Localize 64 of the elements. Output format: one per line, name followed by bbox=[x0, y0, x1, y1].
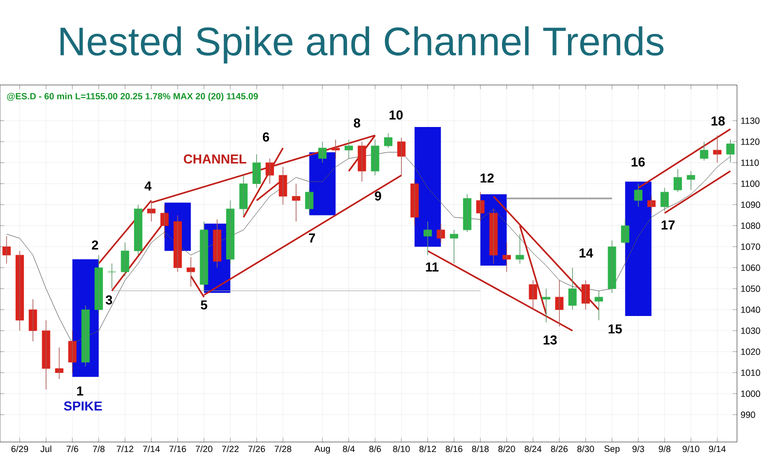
x-tick-label: 8/4 bbox=[342, 446, 355, 452]
x-tick-label: 7/6 bbox=[66, 446, 78, 452]
x-tick-label: 7/8 bbox=[92, 446, 105, 452]
x-tick-label: 8/20 bbox=[498, 446, 516, 452]
y-tick-label: 1110 bbox=[741, 160, 759, 166]
y-tick-label: 1090 bbox=[741, 202, 760, 208]
annotation: 4 bbox=[144, 182, 152, 190]
y-tick-label: 1100 bbox=[741, 180, 760, 187]
x-tick-label: 7/14 bbox=[143, 446, 160, 452]
y-tick-label: 1000 bbox=[741, 390, 760, 397]
x-tick-label: Jul bbox=[40, 446, 52, 452]
annotation: 8 bbox=[354, 118, 360, 128]
x-tick-label: 9/3 bbox=[632, 446, 644, 452]
y-tick-label: 1040 bbox=[741, 306, 760, 313]
x-tick-label: 8/18 bbox=[472, 446, 489, 452]
y-tick-label: 1060 bbox=[741, 264, 760, 271]
x-tick-label: 7/22 bbox=[222, 446, 239, 452]
y-tick-label: 1050 bbox=[741, 286, 760, 292]
y-tick-label: 1010 bbox=[741, 370, 760, 376]
x-tick-label: 8/10 bbox=[393, 446, 410, 452]
x-tick-label: 8/30 bbox=[577, 446, 594, 452]
x-tick-label: 7/12 bbox=[116, 446, 134, 452]
annotation: 17 bbox=[662, 220, 675, 230]
annotation: 7 bbox=[308, 234, 316, 242]
annotation: 16 bbox=[632, 157, 645, 167]
y-tick-label: 1120 bbox=[741, 138, 760, 145]
x-tick-label: 9/8 bbox=[658, 446, 670, 452]
annotation: 10 bbox=[390, 110, 403, 120]
chart-title: Nested Spike and Channel Trends bbox=[60, 26, 664, 64]
annotation: 5 bbox=[200, 300, 208, 310]
x-tick-label: 6/29 bbox=[11, 446, 28, 452]
x-tick-label: 8/12 bbox=[419, 446, 436, 452]
annotation: 15 bbox=[608, 324, 622, 334]
annotation: 3 bbox=[106, 295, 112, 305]
x-tick-label: 9/10 bbox=[682, 446, 700, 452]
x-tick-label: Aug bbox=[314, 446, 330, 454]
annotation: 1 bbox=[77, 386, 84, 396]
y-tick-label: 1070 bbox=[741, 244, 760, 250]
x-tick-label: 9/14 bbox=[708, 446, 726, 452]
x-tick-label: 8/26 bbox=[551, 446, 568, 452]
annotation: CHANNEL bbox=[184, 154, 246, 164]
annotation: 2 bbox=[92, 240, 98, 250]
annotation: 18 bbox=[712, 116, 725, 126]
y-tick-label: 990 bbox=[740, 412, 756, 418]
annotation: 13 bbox=[544, 335, 557, 345]
annotation: 12 bbox=[480, 173, 494, 183]
x-tick-label: 7/26 bbox=[248, 446, 265, 452]
x-tick-label: 7/16 bbox=[169, 446, 186, 452]
x-tick-label: Sep bbox=[604, 446, 620, 454]
x-tick-label: 7/20 bbox=[196, 446, 212, 452]
annotation: 9 bbox=[374, 191, 382, 201]
x-tick-label: 8/6 bbox=[369, 446, 381, 452]
x-tick-label: 8/24 bbox=[524, 446, 542, 452]
annotation: 14 bbox=[580, 248, 594, 258]
annotation: SPIKE bbox=[64, 401, 102, 411]
y-tick-label: 1020 bbox=[741, 348, 760, 355]
y-tick-label: 1030 bbox=[741, 328, 760, 334]
x-tick-label: 8/16 bbox=[446, 446, 462, 452]
y-tick-label: 1130 bbox=[741, 118, 760, 124]
y-tick-label: 1080 bbox=[741, 222, 760, 229]
x-tick-label: 7/28 bbox=[274, 446, 292, 452]
annotation: 6 bbox=[262, 132, 270, 142]
annotation: 11 bbox=[426, 262, 439, 272]
annotation: @ES.D - 60 min L=1155.00 20.25 1.78% MAX 20 (20) 1145.09 bbox=[7, 92, 258, 102]
